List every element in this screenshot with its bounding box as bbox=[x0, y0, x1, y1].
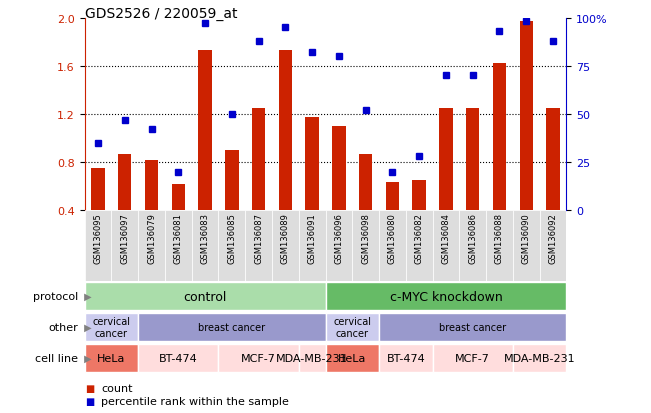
Bar bbox=[138, 313, 326, 341]
Text: GSM136084: GSM136084 bbox=[441, 213, 450, 263]
Bar bbox=[305, 118, 319, 211]
Text: protocol: protocol bbox=[33, 291, 78, 301]
Text: GSM136096: GSM136096 bbox=[335, 213, 343, 263]
Text: GSM136097: GSM136097 bbox=[120, 213, 130, 263]
Text: ▶: ▶ bbox=[81, 353, 92, 363]
Bar bbox=[540, 211, 566, 281]
Text: c-MYC knockdown: c-MYC knockdown bbox=[389, 290, 503, 303]
Text: GSM136092: GSM136092 bbox=[549, 213, 557, 263]
Text: ■: ■ bbox=[85, 396, 94, 406]
Text: BT-474: BT-474 bbox=[159, 353, 198, 363]
Bar bbox=[111, 211, 138, 281]
Bar bbox=[513, 211, 540, 281]
Bar bbox=[359, 154, 372, 211]
Text: count: count bbox=[101, 383, 132, 393]
Bar bbox=[379, 344, 432, 372]
Text: GSM136095: GSM136095 bbox=[94, 213, 102, 263]
Bar bbox=[145, 160, 158, 211]
Text: breast cancer: breast cancer bbox=[199, 322, 266, 332]
Text: GSM136091: GSM136091 bbox=[308, 213, 316, 263]
Text: MCF-7: MCF-7 bbox=[241, 353, 276, 363]
Text: GSM136079: GSM136079 bbox=[147, 213, 156, 263]
Bar bbox=[326, 211, 352, 281]
Bar bbox=[326, 313, 379, 341]
Bar bbox=[199, 51, 212, 211]
Bar bbox=[519, 22, 533, 211]
Bar bbox=[299, 344, 326, 372]
Bar bbox=[138, 211, 165, 281]
Text: ▶: ▶ bbox=[81, 291, 92, 301]
Bar bbox=[493, 64, 506, 211]
Text: breast cancer: breast cancer bbox=[439, 322, 506, 332]
Text: GSM136090: GSM136090 bbox=[521, 213, 531, 263]
Text: HeLa: HeLa bbox=[338, 353, 367, 363]
Text: ▶: ▶ bbox=[81, 322, 92, 332]
Text: GSM136098: GSM136098 bbox=[361, 213, 370, 263]
Text: MCF-7: MCF-7 bbox=[455, 353, 490, 363]
Bar bbox=[165, 211, 191, 281]
Bar bbox=[85, 313, 138, 341]
Bar bbox=[406, 211, 432, 281]
Bar bbox=[379, 313, 566, 341]
Bar bbox=[191, 211, 219, 281]
Text: GDS2526 / 220059_at: GDS2526 / 220059_at bbox=[85, 7, 237, 21]
Bar bbox=[432, 344, 513, 372]
Bar bbox=[245, 211, 272, 281]
Text: MDA-MB-231: MDA-MB-231 bbox=[276, 353, 348, 363]
Bar bbox=[272, 211, 299, 281]
Text: GSM136083: GSM136083 bbox=[201, 213, 210, 263]
Text: GSM136087: GSM136087 bbox=[254, 213, 263, 263]
Text: cervical
cancer: cervical cancer bbox=[333, 316, 371, 338]
Bar bbox=[466, 109, 479, 211]
Text: percentile rank within the sample: percentile rank within the sample bbox=[101, 396, 289, 406]
Bar bbox=[379, 211, 406, 281]
Bar bbox=[352, 211, 379, 281]
Bar bbox=[326, 344, 379, 372]
Text: control: control bbox=[184, 290, 227, 303]
Text: cell line: cell line bbox=[35, 353, 78, 363]
Bar bbox=[85, 282, 326, 310]
Text: GSM136085: GSM136085 bbox=[227, 213, 236, 263]
Bar bbox=[138, 344, 219, 372]
Text: cervical
cancer: cervical cancer bbox=[92, 316, 130, 338]
Text: ■: ■ bbox=[85, 383, 94, 393]
Bar bbox=[413, 180, 426, 211]
Text: GSM136081: GSM136081 bbox=[174, 213, 183, 263]
Bar bbox=[513, 344, 566, 372]
Bar bbox=[279, 51, 292, 211]
Text: BT-474: BT-474 bbox=[387, 353, 425, 363]
Bar bbox=[225, 151, 238, 211]
Text: GSM136080: GSM136080 bbox=[388, 213, 397, 263]
Text: HeLa: HeLa bbox=[97, 353, 126, 363]
Text: GSM136088: GSM136088 bbox=[495, 213, 504, 263]
Bar bbox=[439, 109, 452, 211]
Bar bbox=[252, 109, 266, 211]
Bar bbox=[85, 211, 111, 281]
Bar bbox=[486, 211, 513, 281]
Bar bbox=[91, 169, 105, 211]
Text: GSM136089: GSM136089 bbox=[281, 213, 290, 263]
Text: GSM136086: GSM136086 bbox=[468, 213, 477, 263]
Bar bbox=[172, 184, 185, 211]
Bar bbox=[118, 154, 132, 211]
Bar bbox=[460, 211, 486, 281]
Text: GSM136082: GSM136082 bbox=[415, 213, 424, 263]
Text: MDA-MB-231: MDA-MB-231 bbox=[504, 353, 575, 363]
Text: other: other bbox=[48, 322, 78, 332]
Bar bbox=[85, 344, 138, 372]
Bar bbox=[219, 211, 245, 281]
Bar bbox=[299, 211, 326, 281]
Bar bbox=[546, 109, 560, 211]
Bar bbox=[385, 183, 399, 211]
Bar bbox=[219, 344, 299, 372]
Bar bbox=[326, 282, 566, 310]
Bar bbox=[432, 211, 460, 281]
Bar bbox=[332, 127, 346, 211]
